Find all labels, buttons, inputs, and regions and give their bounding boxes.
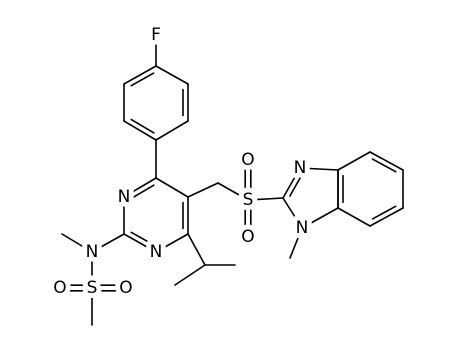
- bond: [337, 207, 371, 227]
- atom-label: O: [119, 278, 132, 298]
- bond: [123, 177, 157, 198]
- bond: [123, 65, 157, 85]
- bond: [155, 177, 189, 198]
- bond: [247, 197, 284, 201]
- bond: [187, 182, 219, 198]
- bond: [91, 233, 125, 253]
- bond: [289, 174, 303, 197]
- bond: [155, 120, 189, 141]
- atom-label: O: [241, 150, 254, 170]
- atom-label: N: [150, 242, 163, 262]
- bond: [130, 184, 155, 200]
- bond: [155, 233, 189, 253]
- bond: [217, 182, 249, 201]
- atom-label: O: [53, 278, 66, 298]
- bond: [130, 231, 155, 246]
- bond: [369, 151, 404, 171]
- bond: [369, 207, 404, 227]
- bond: [282, 167, 301, 199]
- bond: [301, 207, 339, 229]
- atom-label: N: [296, 218, 309, 238]
- bond: [130, 72, 155, 87]
- bond: [282, 197, 303, 229]
- bond: [130, 118, 155, 134]
- atom-label: S: [87, 278, 98, 298]
- bond: [187, 233, 206, 266]
- bond: [123, 120, 157, 141]
- bond: [289, 227, 303, 259]
- atom-label: S: [243, 190, 254, 210]
- bond: [155, 65, 189, 85]
- atom-label: N: [86, 242, 99, 262]
- bond: [174, 264, 206, 286]
- atom-label: O: [241, 227, 254, 247]
- bond: [299, 167, 339, 171]
- bond: [371, 158, 397, 173]
- atom-label: N: [118, 187, 131, 207]
- atom-label: N: [294, 158, 307, 178]
- bond: [61, 233, 93, 253]
- atom-label: F: [151, 25, 161, 45]
- bond: [371, 205, 397, 220]
- bond: [123, 233, 157, 253]
- bonds: [61, 41, 404, 326]
- bond: [337, 151, 371, 171]
- atom-labels: F N N N S O O S O O N N: [48, 20, 313, 303]
